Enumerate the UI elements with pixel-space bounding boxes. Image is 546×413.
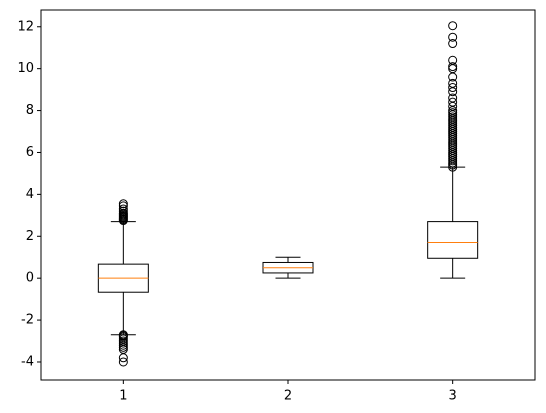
y-tick-label: 6 [26, 145, 34, 160]
x-tick-label: 2 [284, 389, 292, 404]
outlier [118, 199, 128, 209]
outlier [118, 201, 128, 211]
outlier [448, 78, 458, 88]
outlier [448, 108, 458, 118]
x-tick-label: 1 [119, 389, 127, 404]
outlier [118, 204, 128, 214]
outlier [118, 353, 128, 363]
outlier [118, 338, 128, 348]
x-tick-label: 3 [449, 389, 457, 404]
y-tick-label: 8 [26, 103, 34, 118]
y-tick-label: -4 [21, 354, 34, 369]
outlier [118, 208, 128, 218]
outlier [118, 340, 128, 350]
outlier [448, 62, 458, 72]
outlier [448, 97, 458, 107]
outlier [118, 357, 128, 367]
outlier [118, 206, 128, 216]
y-tick-label: -2 [21, 313, 34, 328]
y-tick-label: 4 [26, 187, 34, 202]
outlier [448, 39, 458, 49]
outlier [448, 32, 458, 42]
outlier [118, 342, 128, 352]
y-tick-label: 0 [26, 271, 34, 286]
y-tick-label: 10 [17, 61, 34, 76]
outlier [448, 93, 458, 103]
box [427, 221, 479, 259]
plot-frame [40, 9, 536, 381]
outlier [448, 55, 458, 65]
outlier [448, 83, 458, 93]
y-tick-label: 2 [26, 229, 34, 244]
outlier [448, 112, 458, 122]
outlier [448, 21, 458, 31]
y-tick-label: 12 [17, 19, 34, 34]
